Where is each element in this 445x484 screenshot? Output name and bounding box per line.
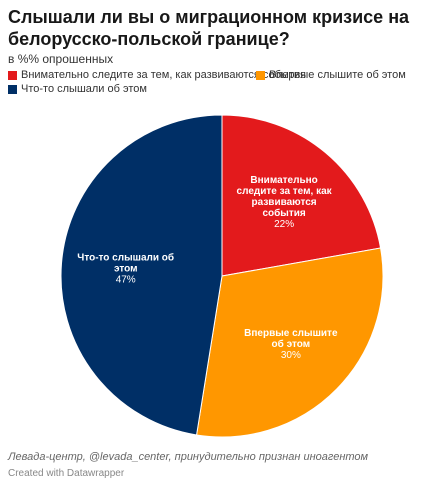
legend-item-attentive: Внимательно следите за тем, как развиваю… xyxy=(8,69,306,81)
pie-slice-heard-something xyxy=(60,114,223,436)
slice-label-heard-something: Что-то слышали об этом 47% xyxy=(77,251,174,285)
chart-title: Слышали ли вы о миграционном кризисе на … xyxy=(8,7,410,49)
footer-source: Левада-центр, @levada_center, принудител… xyxy=(8,451,369,463)
legend-item-heard-something: Что-то слышали об этом xyxy=(8,83,147,95)
legend-label-first-time: Впервые слышите об этом xyxy=(269,69,406,81)
slice-label-attentive: Внимательно следите за тем, как развиваютс… xyxy=(237,175,333,230)
chart-subtitle: в %% опрошенных xyxy=(8,52,114,66)
pie-slice-first-time xyxy=(195,247,384,438)
legend-swatch-first-time xyxy=(256,70,265,80)
slice-label-text: этом xyxy=(114,263,138,274)
slice-value-label: 30% xyxy=(281,350,301,361)
slice-label-text: Впервые слышите xyxy=(244,328,338,339)
footer-created-with: Created with Datawrapper xyxy=(8,468,125,479)
slice-value-label: 47% xyxy=(116,274,136,285)
slice-label-text: Внимательно xyxy=(250,175,317,186)
legend-swatch-attentive xyxy=(8,70,17,80)
legend-swatch-heard-something xyxy=(8,84,17,94)
slice-label-text: следите за тем, как xyxy=(237,186,333,197)
slice-label-text: Что-то слышали об xyxy=(77,251,174,263)
slice-label-first-time: Впервые слышите об этом 30% xyxy=(244,328,338,361)
slice-label-text: развиваются xyxy=(252,197,317,208)
slice-value-label: 22% xyxy=(274,219,294,230)
legend-label-heard-something: Что-то слышали об этом xyxy=(21,83,147,95)
pie-slice-attentive xyxy=(221,114,382,277)
legend-label-attentive: Внимательно следите за тем, как развиваю… xyxy=(21,69,306,81)
pie-chart: Внимательно следите за тем, как развиваютс… xyxy=(60,114,384,438)
slice-label-text: об этом xyxy=(272,338,311,350)
slice-label-text: события xyxy=(262,207,305,219)
legend-item-first-time: Впервые слышите об этом xyxy=(256,69,406,81)
